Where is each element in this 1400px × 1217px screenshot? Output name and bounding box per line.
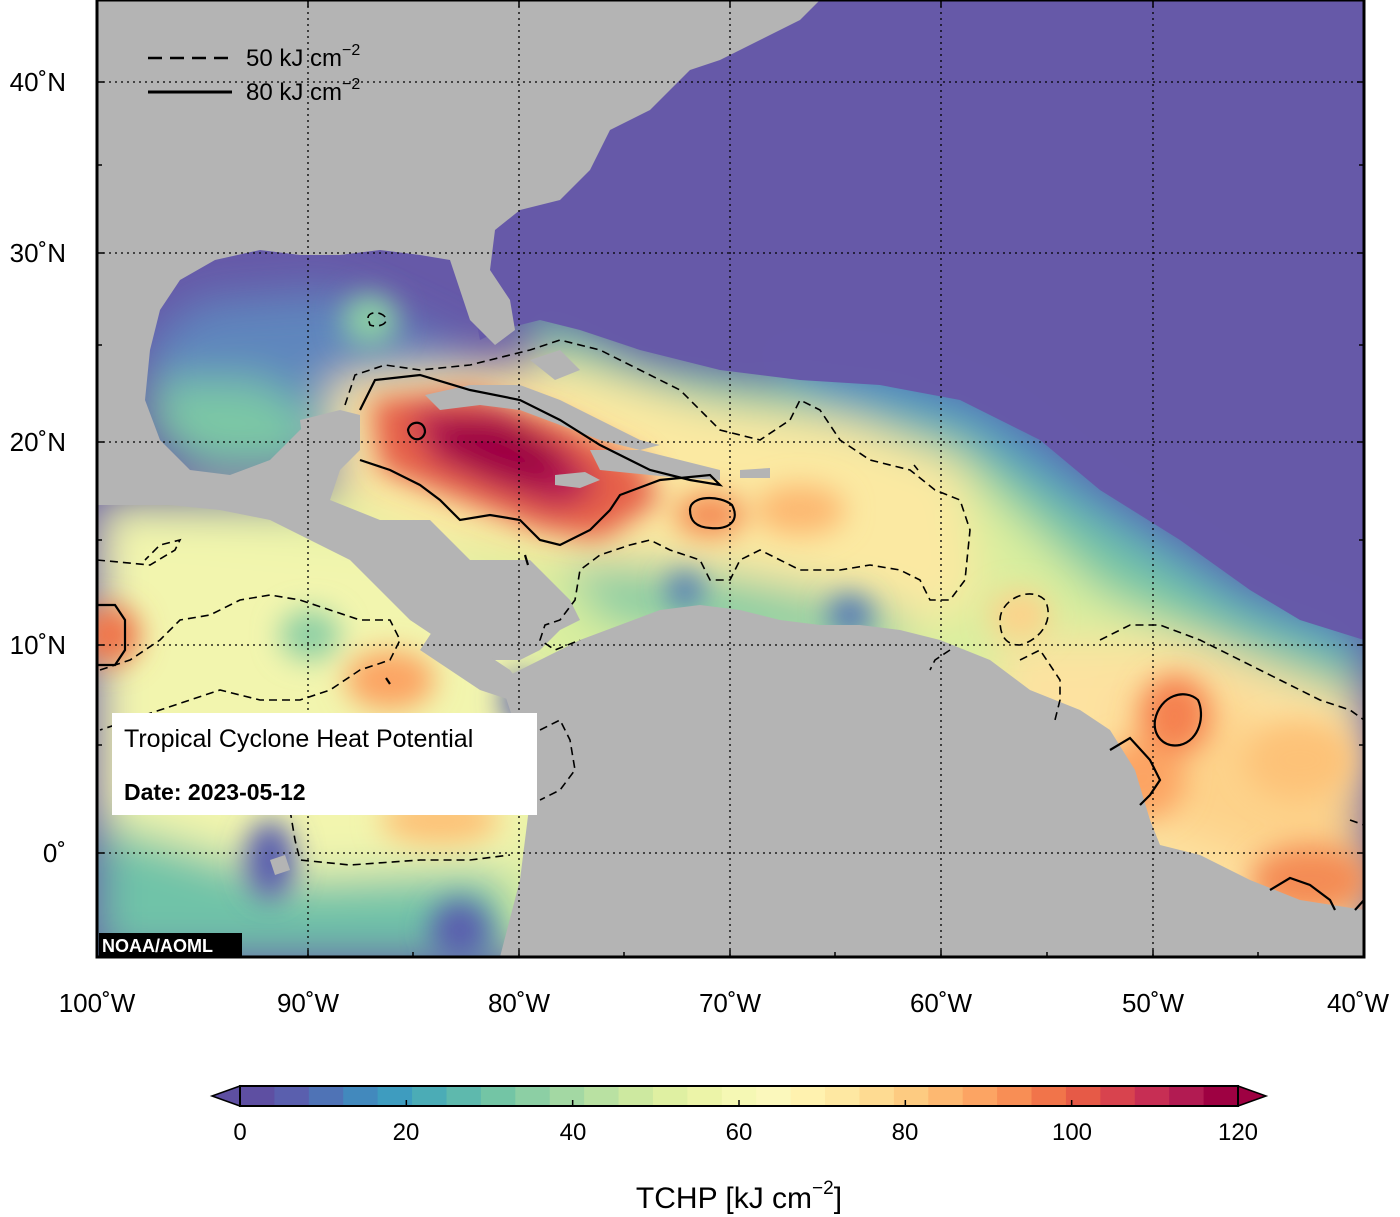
lon-label-70w: 70˚W (699, 988, 762, 1018)
colorbar-label: TCHP [kJ cm−2] (636, 1178, 842, 1215)
colorbar-cell (343, 1086, 379, 1106)
colorbar-cell (893, 1086, 929, 1106)
colorbar-cell (618, 1086, 654, 1106)
colorbar-cell (412, 1086, 448, 1106)
credit-text: NOAA/AOML (102, 936, 213, 956)
colorbar-cell (1031, 1086, 1067, 1106)
colorbar-cell (515, 1086, 551, 1106)
lon-label-60w: 60˚W (910, 988, 973, 1018)
colorbar-cell (687, 1086, 723, 1106)
legend-solid-label: 80 kJ cm−2 (246, 76, 360, 106)
cb-tick-60: 60 (726, 1119, 753, 1146)
cb-tick-20: 20 (393, 1119, 420, 1146)
colorbar-left-arrow (209, 1084, 241, 1108)
colorbar-cell (584, 1086, 620, 1106)
colorbar-cell (274, 1086, 310, 1106)
colorbar: 0 20 40 60 80 100 120 TCHP [kJ cm−2] (209, 1084, 1269, 1215)
colorbar-cell (446, 1086, 482, 1106)
lat-label-10n: 10˚N (10, 630, 66, 660)
grid-lines (97, 0, 1364, 957)
credit-badge: NOAA/AOML (99, 933, 242, 957)
cb-tick-120: 120 (1218, 1119, 1258, 1146)
colorbar-cell (308, 1086, 344, 1106)
colorbar-cell (652, 1086, 688, 1106)
lat-label-30n: 30˚N (10, 238, 66, 268)
colorbar-cell (859, 1086, 895, 1106)
colorbar-cell (721, 1086, 757, 1106)
lon-label-90w: 90˚W (277, 988, 340, 1018)
lat-label-0: 0˚ (43, 838, 66, 868)
longitude-labels: 100˚W 90˚W 80˚W 70˚W 60˚W 50˚W 40˚W (59, 988, 1390, 1018)
contours-80 (97, 373, 1364, 911)
info-title: Tropical Cyclone Heat Potential (124, 725, 473, 753)
cb-tick-0: 0 (233, 1119, 246, 1146)
colorbar-cell (756, 1086, 792, 1106)
contour-legend: 50 kJ cm−2 80 kJ cm−2 (148, 42, 360, 106)
cb-tick-40: 40 (560, 1119, 587, 1146)
colorbar-cell (480, 1086, 516, 1106)
colorbar-cell (962, 1086, 998, 1106)
info-date: Date: 2023-05-12 (124, 779, 306, 805)
colorbar-cell (240, 1086, 276, 1106)
info-box: Tropical Cyclone Heat Potential Date: 20… (112, 713, 537, 815)
colorbar-tick-marks (239, 1100, 1239, 1106)
lon-label-40w: 40˚W (1327, 988, 1390, 1018)
lat-label-20n: 20˚N (10, 427, 66, 457)
colorbar-cell (825, 1086, 861, 1106)
colorbar-cell (1100, 1086, 1136, 1106)
lon-label-50w: 50˚W (1122, 988, 1185, 1018)
colorbar-cell (997, 1086, 1033, 1106)
colorbar-cell (377, 1086, 413, 1106)
cb-tick-100: 100 (1052, 1119, 1092, 1146)
land-masses (97, 0, 1364, 957)
colorbar-cell (1169, 1086, 1205, 1106)
colorbar-cell (1203, 1086, 1239, 1106)
latitude-labels: 40˚N 30˚N 20˚N 10˚N 0˚ (10, 67, 66, 868)
colorbar-cell (790, 1086, 826, 1106)
colorbar-tick-labels: 0 20 40 60 80 100 120 (233, 1119, 1258, 1146)
legend-dashed-label: 50 kJ cm−2 (246, 42, 360, 72)
cb-tick-80: 80 (892, 1119, 919, 1146)
colorbar-cells (240, 1086, 1239, 1106)
map-frame (95, 0, 1366, 959)
lat-label-40n: 40˚N (10, 67, 66, 97)
colorbar-cell (928, 1086, 964, 1106)
lon-label-100w: 100˚W (59, 988, 136, 1018)
contours-50 (97, 311, 1364, 866)
colorbar-cell (1065, 1086, 1101, 1106)
colorbar-cell (549, 1086, 585, 1106)
lon-label-80w: 80˚W (488, 988, 551, 1018)
colorbar-right-arrow (1237, 1084, 1269, 1108)
colorbar-cell (1134, 1086, 1170, 1106)
